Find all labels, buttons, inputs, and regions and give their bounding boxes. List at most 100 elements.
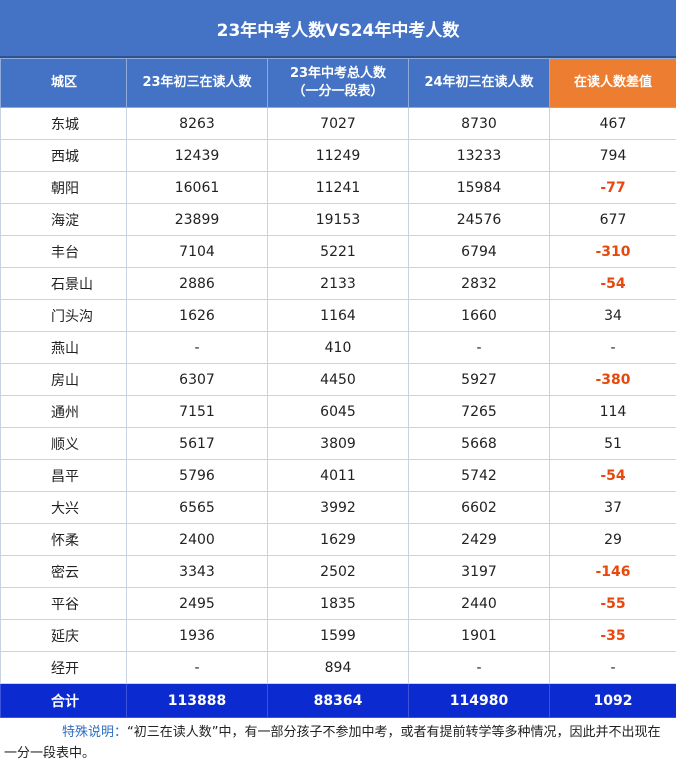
read24-cell: 8730 <box>408 107 550 140</box>
header-diff: 在读人数差值 <box>549 58 676 108</box>
diff-cell: - <box>549 651 676 684</box>
read24-cell: 5927 <box>408 363 550 396</box>
table-row: 通州 7151 6045 7265 114 <box>0 395 676 428</box>
district-cell: 石景山 <box>0 267 127 300</box>
header-exam23-line2: （一分一段表） <box>292 84 384 99</box>
district-cell: 朝阳 <box>0 171 127 204</box>
diff-cell: 467 <box>549 107 676 140</box>
district-cell: 东城 <box>0 107 127 140</box>
total-read23: 113888 <box>126 683 268 718</box>
read24-cell: - <box>408 331 550 364</box>
read24-cell: - <box>408 651 550 684</box>
district-cell: 丰台 <box>0 235 127 268</box>
diff-cell: -310 <box>549 235 676 268</box>
diff-cell: -54 <box>549 267 676 300</box>
footnote-text: “初三在读人数”中，有一部分孩子不参加中考，或者有提前转学等多种情况，因此并不出… <box>4 725 661 761</box>
exam23-cell: 6045 <box>267 395 409 428</box>
read24-cell: 5742 <box>408 459 550 492</box>
exam23-cell: 3992 <box>267 491 409 524</box>
exam23-cell: 410 <box>267 331 409 364</box>
table-body: 东城 8263 7027 8730 467 西城 12439 11249 13233 794 朝阳 1… <box>0 107 676 684</box>
district-cell: 密云 <box>0 555 127 588</box>
table-row: 丰台 7104 5221 6794 -310 <box>0 235 676 268</box>
district-cell: 延庆 <box>0 619 127 652</box>
exam23-cell: 2502 <box>267 555 409 588</box>
read23-cell: 2495 <box>126 587 268 620</box>
exam23-cell: 5221 <box>267 235 409 268</box>
header-exam23: 23年中考总人数 （一分一段表） <box>267 58 409 108</box>
enrollment-table: 城区 23年初三在读人数 23年中考总人数 （一分一段表） 24年初三在读人数 … <box>0 58 676 718</box>
footnote-label: 特殊说明： <box>62 725 128 740</box>
table-row: 顺义 5617 3809 5668 51 <box>0 427 676 460</box>
exam23-cell: 1629 <box>267 523 409 556</box>
diff-cell: 114 <box>549 395 676 428</box>
diff-cell: 37 <box>549 491 676 524</box>
diff-cell: 29 <box>549 523 676 556</box>
exam23-cell: 7027 <box>267 107 409 140</box>
table-row: 西城 12439 11249 13233 794 <box>0 139 676 172</box>
total-row: 合计 113888 88364 114980 1092 <box>0 683 676 718</box>
read24-cell: 15984 <box>408 171 550 204</box>
total-diff: 1092 <box>549 683 676 718</box>
read24-cell: 7265 <box>408 395 550 428</box>
table-row: 房山 6307 4450 5927 -380 <box>0 363 676 396</box>
diff-cell: 794 <box>549 139 676 172</box>
table-row: 昌平 5796 4011 5742 -54 <box>0 459 676 492</box>
district-cell: 经开 <box>0 651 127 684</box>
header-read24: 24年初三在读人数 <box>408 58 550 108</box>
exam23-cell: 11249 <box>267 139 409 172</box>
district-cell: 门头沟 <box>0 299 127 332</box>
exam23-cell: 1599 <box>267 619 409 652</box>
read24-cell: 6602 <box>408 491 550 524</box>
district-cell: 昌平 <box>0 459 127 492</box>
read24-cell: 1660 <box>408 299 550 332</box>
exam23-cell: 2133 <box>267 267 409 300</box>
table-row: 门头沟 1626 1164 1660 34 <box>0 299 676 332</box>
header-row: 城区 23年初三在读人数 23年中考总人数 （一分一段表） 24年初三在读人数 … <box>0 58 676 108</box>
read24-cell: 3197 <box>408 555 550 588</box>
read24-cell: 5668 <box>408 427 550 460</box>
table-row: 燕山 -410- - <box>0 331 676 364</box>
diff-cell: -77 <box>549 171 676 204</box>
table-row: 石景山 2886 2133 2832 -54 <box>0 267 676 300</box>
exam23-cell: 4011 <box>267 459 409 492</box>
read23-cell: 7151 <box>126 395 268 428</box>
exam23-cell: 1835 <box>267 587 409 620</box>
district-cell: 大兴 <box>0 491 127 524</box>
district-cell: 燕山 <box>0 331 127 364</box>
exam23-cell: 11241 <box>267 171 409 204</box>
district-cell: 怀柔 <box>0 523 127 556</box>
district-cell: 平谷 <box>0 587 127 620</box>
read23-cell: 23899 <box>126 203 268 236</box>
table-row: 怀柔 2400 1629 2429 29 <box>0 523 676 556</box>
header-district: 城区 <box>0 58 127 108</box>
district-cell: 海淀 <box>0 203 127 236</box>
district-cell: 通州 <box>0 395 127 428</box>
district-cell: 顺义 <box>0 427 127 460</box>
read24-cell: 1901 <box>408 619 550 652</box>
read23-cell: 7104 <box>126 235 268 268</box>
read23-cell: 8263 <box>126 107 268 140</box>
total-exam23: 88364 <box>267 683 409 718</box>
diff-cell: -54 <box>549 459 676 492</box>
read23-cell: 2886 <box>126 267 268 300</box>
read24-cell: 13233 <box>408 139 550 172</box>
footnote: 特殊说明：“初三在读人数”中，有一部分孩子不参加中考，或者有提前转学等多种情况，… <box>4 722 672 764</box>
read23-cell: 1626 <box>126 299 268 332</box>
read23-cell: - <box>126 651 268 684</box>
read23-cell: 12439 <box>126 139 268 172</box>
diff-cell: 51 <box>549 427 676 460</box>
header-read23: 23年初三在读人数 <box>126 58 268 108</box>
read24-cell: 2440 <box>408 587 550 620</box>
read24-cell: 6794 <box>408 235 550 268</box>
table-title: 23年中考人数VS24年中考人数 <box>0 0 676 58</box>
diff-cell: - <box>549 331 676 364</box>
read23-cell: 5617 <box>126 427 268 460</box>
read23-cell: 16061 <box>126 171 268 204</box>
exam23-cell: 1164 <box>267 299 409 332</box>
table-row: 延庆 1936 1599 1901 -35 <box>0 619 676 652</box>
read23-cell: 2400 <box>126 523 268 556</box>
table-row: 朝阳 16061 11241 15984 -77 <box>0 171 676 204</box>
read24-cell: 24576 <box>408 203 550 236</box>
